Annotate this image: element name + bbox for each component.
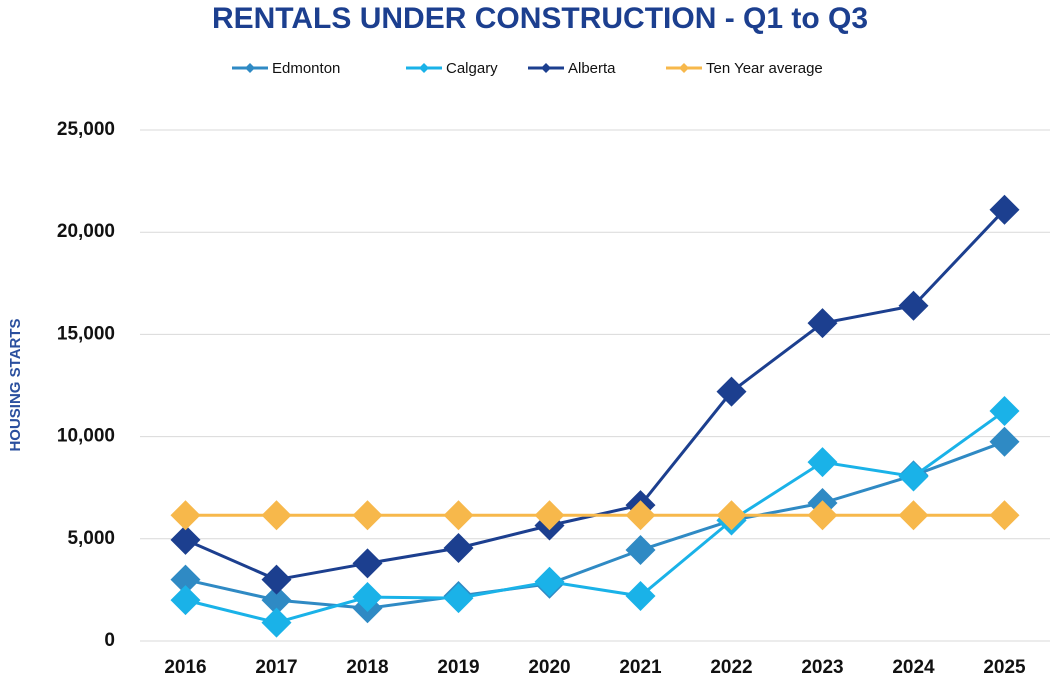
data-point [989,500,1020,531]
legend-label: Ten Year average [706,60,823,77]
legend-marker [541,63,551,73]
legend-marker [419,63,429,73]
x-tick-label: 2018 [346,657,388,678]
y-tick-label: 15,000 [57,323,115,344]
data-point [807,447,838,478]
legend-label: Edmonton [272,60,340,77]
data-point [898,461,929,492]
data-point [443,500,474,531]
data-point [352,500,383,531]
data-point [261,500,292,531]
legend-marker [679,63,689,73]
series-line [184,208,1006,582]
data-point [716,500,747,531]
data-point [352,582,383,613]
x-tick-label: 2025 [983,657,1026,678]
data-point [807,308,838,339]
data-point [625,535,656,566]
y-tick-label: 25,000 [57,119,115,140]
data-point [534,500,565,531]
data-point [534,566,565,597]
legend-label: Calgary [446,60,498,77]
data-point [443,583,474,614]
series-line [185,409,1006,625]
data-point [261,564,292,595]
data-point [625,581,656,612]
data-point [170,585,201,616]
x-tick-label: 2021 [619,657,662,678]
x-tick-label: 2017 [255,657,297,678]
x-tick-label: 2020 [528,657,570,678]
y-tick-label: 0 [104,630,115,651]
data-point [443,532,474,563]
data-point [625,500,656,531]
y-tick-label: 10,000 [57,426,115,447]
data-point [261,585,292,616]
x-tick-label: 2019 [437,657,479,678]
x-tick-label: 2022 [710,657,752,678]
chart-title: RENTALS UNDER CONSTRUCTION - Q1 to Q3 [212,2,868,35]
data-point [989,426,1020,457]
x-tick-label: 2024 [892,657,935,678]
y-tick-label: 20,000 [57,221,115,242]
y-tick-label: 5,000 [67,528,115,549]
x-tick-label: 2016 [164,657,206,678]
legend-label: Alberta [568,60,616,77]
data-point [170,524,201,555]
legend-marker [245,63,255,73]
x-tick-label: 2023 [801,657,843,678]
series-line [185,440,1006,610]
data-point [807,500,838,531]
data-point [716,376,747,407]
y-axis-label: HOUSING STARTS [7,318,24,451]
data-point [170,564,201,595]
data-point [261,607,292,638]
data-point [170,500,201,531]
data-point [898,500,929,531]
data-point [989,396,1020,427]
data-point [898,290,929,321]
data-point [352,548,383,579]
data-point [989,194,1020,225]
